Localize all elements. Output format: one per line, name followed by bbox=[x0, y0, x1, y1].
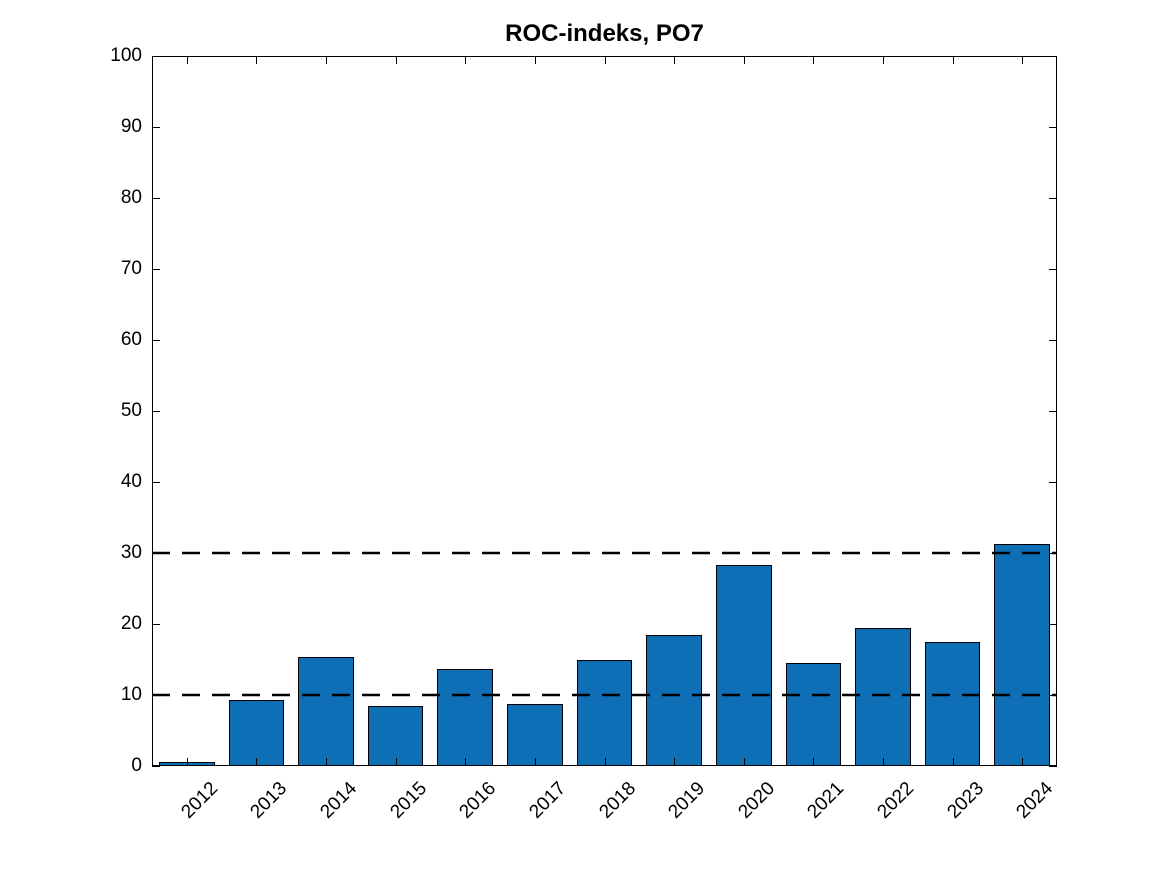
x-tick-label: 2018 bbox=[595, 778, 640, 823]
bar bbox=[786, 663, 842, 766]
x-tick-mark bbox=[187, 56, 188, 64]
y-tick-mark bbox=[152, 624, 160, 625]
x-tick-mark bbox=[883, 758, 884, 766]
y-tick-mark bbox=[152, 482, 160, 483]
y-tick-label: 20 bbox=[121, 613, 152, 635]
y-tick-label: 60 bbox=[121, 329, 152, 351]
y-tick-mark bbox=[152, 56, 160, 57]
y-tick-label: 90 bbox=[121, 116, 152, 138]
x-tick-label: 2022 bbox=[873, 778, 918, 823]
y-tick-mark bbox=[1049, 766, 1057, 767]
x-tick-label: 2014 bbox=[316, 778, 361, 823]
y-tick-mark bbox=[1049, 198, 1057, 199]
y-tick-mark bbox=[152, 695, 160, 696]
bar bbox=[229, 700, 285, 766]
y-tick-mark bbox=[1049, 482, 1057, 483]
y-tick-mark bbox=[1049, 269, 1057, 270]
x-tick-mark bbox=[813, 758, 814, 766]
y-tick-mark bbox=[152, 340, 160, 341]
y-tick-label: 100 bbox=[110, 45, 152, 67]
bar bbox=[368, 706, 424, 766]
x-tick-label: 2015 bbox=[386, 778, 431, 823]
bar bbox=[925, 642, 981, 766]
x-tick-mark bbox=[187, 758, 188, 766]
bar bbox=[994, 544, 1050, 766]
y-tick-mark bbox=[1049, 56, 1057, 57]
x-tick-label: 2020 bbox=[734, 778, 779, 823]
x-tick-label: 2016 bbox=[456, 778, 501, 823]
y-tick-mark bbox=[152, 269, 160, 270]
x-tick-mark bbox=[605, 758, 606, 766]
x-tick-mark bbox=[535, 56, 536, 64]
x-tick-mark bbox=[326, 56, 327, 64]
y-tick-mark bbox=[152, 553, 160, 554]
x-tick-mark bbox=[953, 758, 954, 766]
x-tick-mark bbox=[326, 758, 327, 766]
y-tick-label: 40 bbox=[121, 471, 152, 493]
bar bbox=[716, 565, 772, 766]
plot-area: 0102030405060708090100 20122013201420152… bbox=[152, 56, 1057, 766]
bar bbox=[577, 660, 633, 767]
x-tick-mark bbox=[396, 56, 397, 64]
y-tick-label: 50 bbox=[121, 400, 152, 422]
y-tick-label: 0 bbox=[131, 755, 152, 777]
x-tick-mark bbox=[465, 56, 466, 64]
bar bbox=[646, 635, 702, 766]
y-tick-label: 80 bbox=[121, 187, 152, 209]
bar bbox=[298, 657, 354, 766]
x-tick-label: 2019 bbox=[664, 778, 709, 823]
x-tick-mark bbox=[744, 758, 745, 766]
y-tick-mark bbox=[1049, 553, 1057, 554]
y-tick-mark bbox=[152, 127, 160, 128]
y-tick-mark bbox=[1049, 624, 1057, 625]
y-tick-mark bbox=[152, 766, 160, 767]
x-tick-mark bbox=[256, 758, 257, 766]
chart-title: ROC-indeks, PO7 bbox=[152, 20, 1057, 48]
x-tick-label: 2023 bbox=[943, 778, 988, 823]
bar bbox=[437, 669, 493, 766]
x-tick-mark bbox=[256, 56, 257, 64]
x-tick-mark bbox=[674, 56, 675, 64]
x-tick-mark bbox=[535, 758, 536, 766]
x-tick-mark bbox=[674, 758, 675, 766]
y-tick-mark bbox=[1049, 340, 1057, 341]
x-tick-mark bbox=[465, 758, 466, 766]
x-tick-label: 2017 bbox=[525, 778, 570, 823]
x-tick-mark bbox=[1022, 758, 1023, 766]
x-tick-label: 2012 bbox=[177, 778, 222, 823]
x-tick-label: 2021 bbox=[804, 778, 849, 823]
y-tick-mark bbox=[1049, 411, 1057, 412]
y-tick-mark bbox=[1049, 127, 1057, 128]
y-tick-mark bbox=[1049, 695, 1057, 696]
y-tick-label: 70 bbox=[121, 258, 152, 280]
x-tick-label: 2024 bbox=[1013, 778, 1058, 823]
x-tick-mark bbox=[883, 56, 884, 64]
x-tick-mark bbox=[953, 56, 954, 64]
y-tick-mark bbox=[152, 411, 160, 412]
y-tick-label: 10 bbox=[121, 684, 152, 706]
x-tick-mark bbox=[605, 56, 606, 64]
x-tick-mark bbox=[813, 56, 814, 64]
bar bbox=[507, 704, 563, 766]
chart-container: ROC-indeks, PO7 0102030405060708090100 2… bbox=[0, 0, 1167, 875]
x-tick-mark bbox=[396, 758, 397, 766]
y-tick-mark bbox=[152, 198, 160, 199]
x-tick-mark bbox=[744, 56, 745, 64]
y-tick-label: 30 bbox=[121, 542, 152, 564]
x-tick-mark bbox=[1022, 56, 1023, 64]
x-tick-label: 2013 bbox=[247, 778, 292, 823]
